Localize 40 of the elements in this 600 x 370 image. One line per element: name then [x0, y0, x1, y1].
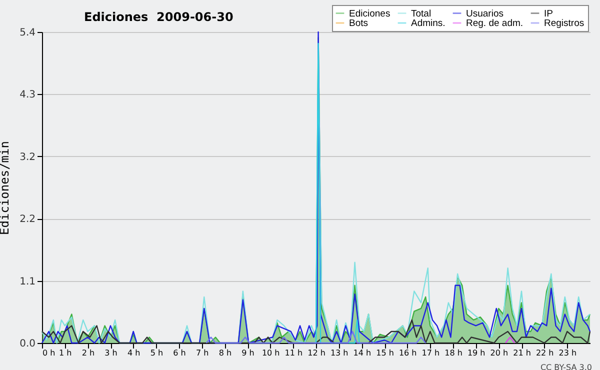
text: CC BY-SA 3.0 [540, 363, 592, 370]
x-tick-label: 17 h [422, 348, 440, 358]
y-tick-label: 3.2 [20, 152, 36, 163]
x-tick-label: 6 h [173, 348, 186, 358]
y-tick-label: 5.4 [20, 28, 36, 38]
x-tick-label: 19 h [467, 348, 486, 358]
y-tick-label: 2.2 [20, 214, 36, 226]
x-tick-label: 21 h [513, 348, 531, 358]
legend-label: IP [544, 8, 553, 20]
legend-label: Reg. de adm. [466, 18, 524, 29]
y-tick-label: 4.3 [20, 90, 36, 101]
x-tick-label: 0 h [42, 348, 56, 358]
x-tick-label: 5 h [150, 348, 164, 358]
x-tick-label: 22 h [536, 348, 554, 358]
x-tick-label: 18 h [444, 348, 462, 358]
x-tick-label: 7 h [196, 348, 209, 358]
x-tick-label: 20 h [490, 348, 508, 358]
x-tick-label: 16 h [398, 348, 417, 358]
x-tick-label: 3 h [104, 348, 118, 358]
x-tick-label: 12 h [308, 348, 326, 358]
x-tick-label: 9 h [242, 348, 254, 358]
x-tick-label: 14 h [353, 348, 372, 358]
chart-title: Ediciones 2009-06-30 [84, 10, 234, 24]
legend-label: Admins. [411, 18, 446, 29]
y-tick-label: 1.1 [20, 276, 36, 288]
x-tick-label: 23 h [558, 348, 577, 358]
x-tick-label: 13 h [330, 348, 348, 358]
x-tick-label: 15 h [376, 348, 394, 358]
x-tick-label: 4 h [127, 348, 140, 358]
x-tick-label: 2 h [82, 348, 95, 358]
x-tick-label: 11 h [284, 348, 303, 358]
legend-label: Registros [544, 18, 584, 29]
legend-label: Usuarios [466, 8, 504, 20]
legend-label: Ediciones [349, 8, 390, 20]
x-tick-label: 10 h [262, 348, 280, 358]
legend-label: Bots [349, 18, 368, 29]
legend-label: Total [411, 8, 432, 20]
y-tick-label: 0.0 [20, 338, 36, 350]
x-tick-label: 1 h [58, 348, 72, 358]
x-tick-label: 8 h [218, 348, 232, 358]
